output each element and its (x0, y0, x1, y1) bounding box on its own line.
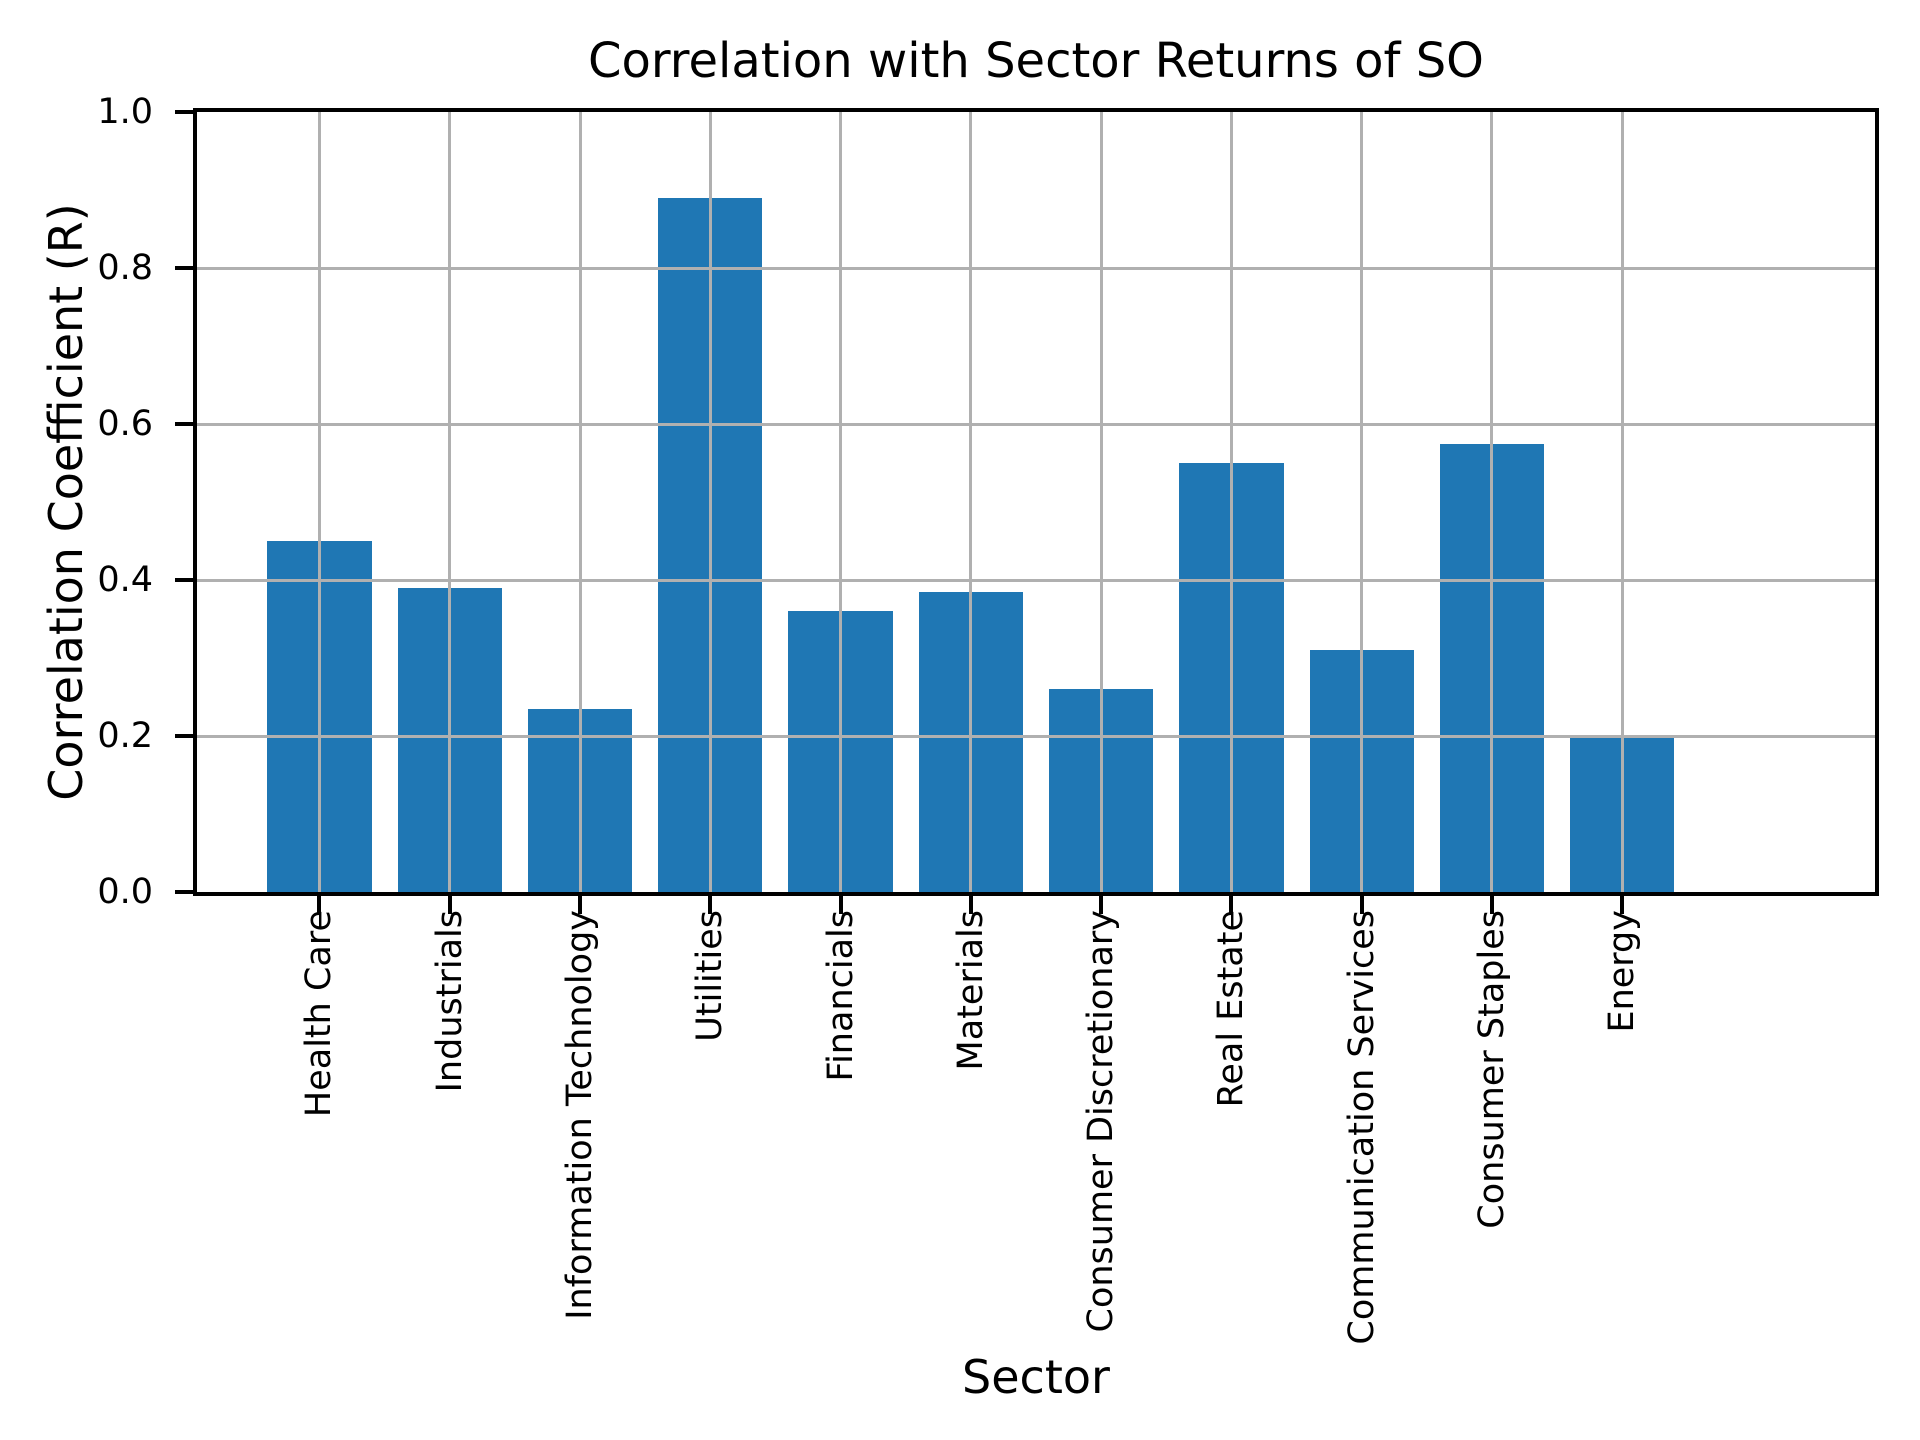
x-tick-label: Communication Services (1341, 910, 1382, 1345)
x-tick-label: Consumer Staples (1471, 910, 1512, 1229)
v-gridline (1620, 112, 1624, 892)
x-tick-label: Materials (950, 910, 991, 1071)
x-tick-mark (1229, 896, 1234, 914)
x-tick-label: Real Estate (1211, 910, 1252, 1108)
x-tick-mark (838, 896, 843, 914)
x-tick-label: Information Technology (560, 910, 601, 1320)
y-tick-mark (175, 110, 193, 114)
x-tick-label: Financials (820, 910, 861, 1082)
x-tick-label: Utilities (690, 910, 731, 1042)
v-gridline (448, 112, 452, 892)
y-axis-label: Correlation Coefficient (R) (39, 203, 93, 801)
h-gridline (197, 734, 1875, 738)
h-gridline (197, 578, 1875, 582)
h-gridline (197, 422, 1875, 426)
x-tick-mark (447, 896, 452, 914)
v-gridline (1229, 112, 1233, 892)
x-tick-mark (1489, 896, 1494, 914)
plot-area: 0.0 0.2 0.4 0.6 0.8 1.0 Health Care Industrials… (97, 93, 1879, 1345)
x-tick-label: Health Care (299, 910, 340, 1118)
x-axis-label: Sector (962, 1350, 1110, 1404)
x-tick-label: Industrials (429, 910, 470, 1093)
y-tick-label: 0.2 (97, 716, 153, 756)
x-tick-mark (968, 896, 973, 914)
v-gridline (969, 112, 973, 892)
y-tick-label: 1.0 (97, 92, 153, 132)
v-gridline (317, 112, 321, 892)
y-tick-label: 0.4 (97, 560, 153, 600)
chart-title: Correlation with Sector Returns of SO (588, 33, 1484, 89)
y-tick-mark (175, 422, 193, 426)
v-gridline (708, 112, 712, 892)
x-tick-mark (708, 896, 713, 914)
y-tick-mark (175, 578, 193, 582)
v-gridline (1099, 112, 1103, 892)
x-tick-label: Consumer Discretionary (1081, 910, 1122, 1333)
v-gridline (578, 112, 582, 892)
y-tick-label: 0.0 (97, 872, 153, 912)
x-tick-mark (1359, 896, 1364, 914)
x-tick-mark (317, 896, 322, 914)
y-tick-mark (175, 890, 193, 894)
x-tick-mark (1099, 896, 1104, 914)
x-tick-label: Energy (1602, 910, 1643, 1033)
y-tick-mark (175, 266, 193, 270)
x-tick-mark (1620, 896, 1625, 914)
v-gridline (1360, 112, 1364, 892)
y-tick-mark (175, 734, 193, 738)
y-tick-label: 0.6 (97, 404, 153, 444)
v-gridline (1490, 112, 1494, 892)
x-tick-mark (578, 896, 583, 914)
v-gridline (839, 112, 843, 892)
y-tick-label: 0.8 (97, 248, 153, 288)
h-gridline (197, 266, 1875, 270)
